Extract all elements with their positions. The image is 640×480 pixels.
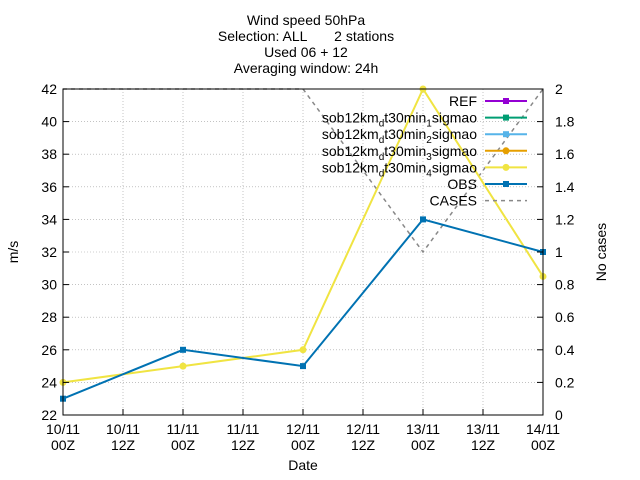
x-tick-label-date: 12/11 xyxy=(286,421,320,437)
y-tick-label: 34 xyxy=(41,211,57,227)
legend-label: sob12kmdt30min1sigmao xyxy=(322,110,477,130)
x-tick-label-date: 11/11 xyxy=(167,421,200,437)
x-tick-label-hour: 00Z xyxy=(411,437,436,453)
y-axis-label: m/s xyxy=(5,241,21,264)
y-tick-label: 42 xyxy=(41,81,57,97)
y-tick-label: 26 xyxy=(41,342,57,358)
legend-marker xyxy=(502,163,510,171)
x-tick-label-hour: 00Z xyxy=(51,437,76,453)
x-tick-label-hour: 12Z xyxy=(471,437,496,453)
x-tick-label-date: 13/11 xyxy=(466,421,500,437)
title-line-4: Averaging window: 24h xyxy=(233,60,379,76)
y2-tick-label: 2 xyxy=(555,81,563,97)
y2-tick-label: 0.8 xyxy=(555,277,575,293)
y2-tick-label: 0.4 xyxy=(555,342,575,358)
y2-tick-label: 0.6 xyxy=(555,309,575,325)
legend-marker xyxy=(503,114,509,121)
legend: REFsob12kmdt30min1sigmaosob12kmdt30min2s… xyxy=(322,93,527,209)
title-line-1: Wind speed 50hPa xyxy=(246,12,366,28)
x-tick-label-hour: 12Z xyxy=(351,437,376,453)
axis-ticks: 22 24 26 28 30 32 34 36 38 40 42 0 0.2 0.4 0.6 0.8 1 1.2 1… xyxy=(41,81,574,453)
x-tick-label-date: 12/11 xyxy=(346,421,380,437)
legend-label: REF xyxy=(449,93,477,109)
data-point xyxy=(420,216,426,223)
y2-axis-label: No cases xyxy=(593,223,609,281)
data-point xyxy=(180,346,186,353)
x-tick-label-date: 10/11 xyxy=(46,421,80,437)
y2-tick-label: 1 xyxy=(555,244,563,260)
x-tick-label-hour: 12Z xyxy=(111,437,136,453)
y-tick-label: 28 xyxy=(41,309,57,325)
y2-tick-label: 1.8 xyxy=(555,114,575,130)
title-line-2: Selection: ALL 2 stations xyxy=(217,28,395,44)
legend-label: sob12kmdt30min2sigmao xyxy=(322,126,477,146)
y2-tick-label: 0 xyxy=(555,407,563,423)
y-tick-label: 38 xyxy=(41,146,57,162)
x-tick-label-date: 11/11 xyxy=(227,421,260,437)
y-tick-label: 24 xyxy=(41,374,57,390)
data-point xyxy=(300,363,306,370)
legend-marker xyxy=(502,147,510,155)
legend-label: sob12kmdt30min4sigmao xyxy=(322,159,477,179)
x-tick-label-date: 13/11 xyxy=(406,421,440,437)
y-tick-label: 22 xyxy=(41,407,57,423)
x-tick-label-hour: 12Z xyxy=(231,437,256,453)
legend-label: OBS xyxy=(447,176,477,192)
legend-label: sob12kmdt30min3sigmao xyxy=(322,143,477,163)
series-sob12km-4 xyxy=(59,85,547,386)
legend-marker xyxy=(503,98,509,104)
chart-title: Wind speed 50hPa Selection: ALL 2 statio… xyxy=(0,12,612,76)
title-line-3: Used 06 + 12 xyxy=(264,44,348,60)
x-tick-label-date: 10/11 xyxy=(106,421,140,437)
x-tick-label-hour: 00Z xyxy=(171,437,196,453)
x-tick-label-hour: 00Z xyxy=(291,437,316,453)
legend-marker xyxy=(503,131,509,138)
x-tick-label-date: 14/11 xyxy=(526,421,560,437)
legend-label: CASES xyxy=(430,193,477,209)
data-point xyxy=(179,362,187,370)
legend-marker xyxy=(503,181,509,187)
x-tick-label-hour: 00Z xyxy=(531,437,556,453)
y-tick-label: 30 xyxy=(41,277,57,293)
y2-tick-label: 1.4 xyxy=(555,179,575,195)
y-tick-label: 36 xyxy=(41,179,57,195)
data-point xyxy=(299,346,307,354)
y2-tick-label: 1.2 xyxy=(555,211,575,227)
x-axis-label: Date xyxy=(288,457,318,473)
y-tick-label: 32 xyxy=(41,244,57,260)
y2-tick-label: 0.2 xyxy=(555,374,575,390)
y2-tick-label: 1.6 xyxy=(555,146,575,162)
y-tick-label: 40 xyxy=(41,114,57,130)
